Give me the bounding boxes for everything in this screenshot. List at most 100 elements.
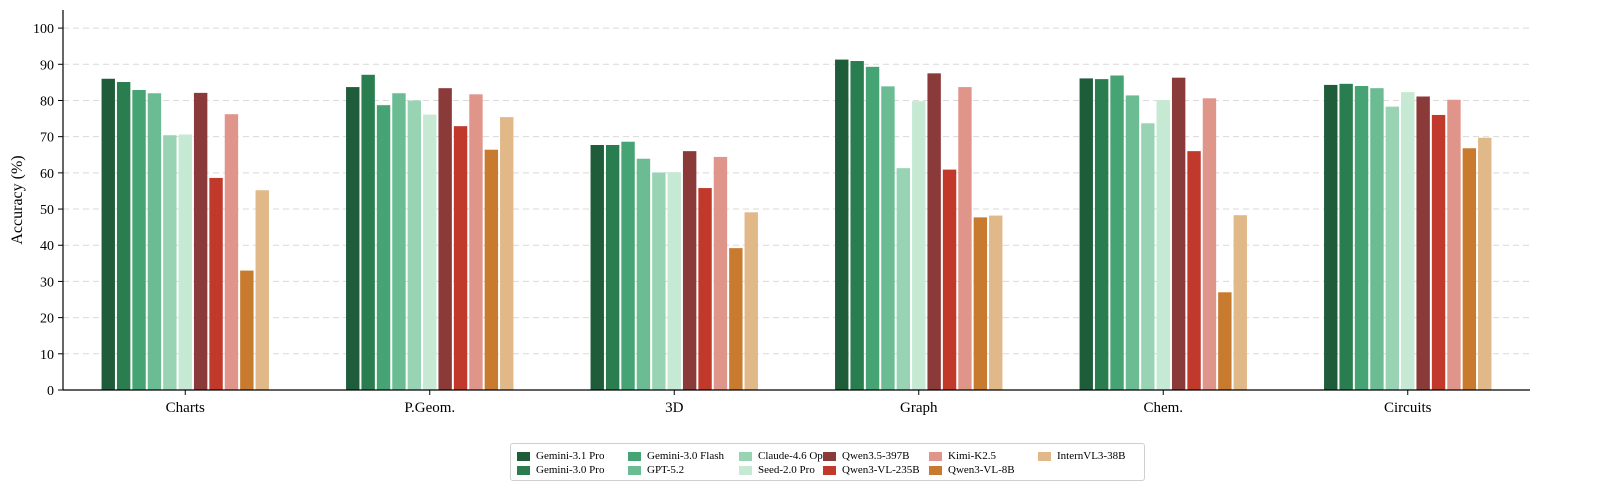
bar-p-geom--4	[407, 100, 422, 390]
legend-item: Kimi-K2.5	[929, 449, 996, 463]
y-tick-label: 50	[40, 203, 54, 218]
bar-chem--6	[1171, 77, 1186, 390]
legend-swatch	[628, 451, 641, 461]
legend-label: Seed-2.0 Pro	[758, 464, 815, 476]
legend-item: Gemini-3.0 Pro	[517, 463, 604, 477]
bars	[101, 59, 1492, 391]
bar-circuits-7	[1431, 114, 1446, 390]
bar-3d-10	[744, 212, 758, 390]
legend-label: GPT-5.2	[647, 464, 685, 476]
grid-lines	[63, 27, 1530, 355]
bar-chem--9	[1218, 292, 1232, 390]
bar-3d-4	[652, 172, 666, 390]
bar-p-geom--6	[438, 88, 452, 391]
bar-p-geom--7	[453, 126, 468, 391]
y-tick-label: 0	[47, 384, 54, 399]
bar-chem--2	[1110, 75, 1124, 390]
bar-3d-3	[636, 158, 651, 390]
bar-3d-1	[605, 144, 620, 390]
bar-graph-1	[850, 61, 864, 391]
bar-graph-7	[942, 169, 957, 390]
bar-p-geom--10	[500, 117, 514, 390]
legend-swatch	[929, 465, 942, 475]
legend-swatch	[823, 451, 836, 461]
bar-charts-9	[240, 270, 254, 390]
legend-label: Gemini-3.0 Pro	[536, 464, 605, 476]
bar-chem--1	[1094, 79, 1109, 390]
x-tick-label: Circuits	[1384, 400, 1432, 416]
bar-chem--0	[1079, 78, 1093, 391]
bar-circuits-1	[1339, 83, 1353, 390]
bar-graph-9	[973, 217, 988, 390]
bar-graph-0	[835, 59, 849, 390]
bar-charts-10	[255, 190, 269, 390]
legend-item: Seed-2.0 Pro	[739, 463, 815, 477]
y-tick-label: 20	[40, 312, 54, 327]
y-tick-label: 80	[40, 94, 54, 109]
bar-3d-0	[590, 144, 604, 390]
y-tick-label: 10	[40, 348, 54, 363]
bar-chart: 0 10 20 30 40 50 60 70 80 90 100 Charts P.Geom. 3D Gra…	[9, 10, 1530, 416]
bar-circuits-0	[1324, 84, 1338, 391]
bar-3d-5	[667, 172, 681, 390]
bar-chem--5	[1156, 100, 1170, 390]
legend-label: Qwen3-VL-8B	[948, 464, 1015, 476]
bar-charts-7	[209, 177, 223, 390]
bar-circuits-3	[1370, 88, 1384, 391]
legend-item: Claude-4.6 Opus	[739, 449, 833, 463]
bar-graph-3	[881, 86, 895, 390]
legend-label: Gemini-3.0 Flash	[647, 450, 724, 462]
bar-3d-8	[713, 156, 728, 390]
legend-label: InternVL3-38B	[1057, 450, 1126, 462]
legend: Gemini-3.1 Pro Gemini-3.0 Pro Gemini-3.0 F…	[510, 443, 1145, 481]
legend-label: Kimi-K2.5	[948, 450, 996, 462]
bar-charts-8	[224, 114, 239, 390]
legend-item: InternVL3-38B	[1038, 449, 1125, 463]
bar-3d-7	[698, 188, 712, 390]
bar-chem--7	[1187, 151, 1201, 390]
legend-swatch	[1038, 451, 1051, 461]
bar-circuits-5	[1401, 92, 1415, 391]
bar-charts-1	[116, 82, 131, 391]
bar-graph-8	[958, 87, 972, 390]
legend-label: Qwen3-VL-235B	[842, 464, 920, 476]
bar-charts-6	[193, 92, 208, 390]
y-tick-label: 90	[40, 58, 54, 73]
bar-chem--4	[1141, 123, 1155, 391]
bar-charts-4	[163, 135, 177, 390]
y-tick-label: 70	[40, 131, 54, 146]
bar-graph-4	[896, 168, 911, 390]
bar-circuits-8	[1447, 99, 1461, 390]
axes	[58, 10, 1530, 395]
legend-item: Qwen3-VL-235B	[823, 463, 920, 477]
bar-graph-10	[989, 215, 1003, 390]
bar-p-geom--8	[469, 94, 483, 391]
legend-item: Qwen3-VL-8B	[929, 463, 1015, 477]
x-tick-label: Chem.	[1143, 400, 1183, 416]
legend-swatch	[823, 465, 836, 475]
axis-labels: 0 10 20 30 40 50 60 70 80 90 100 Charts P.Geom. 3D Gra…	[33, 22, 1432, 416]
bar-circuits-4	[1385, 106, 1400, 390]
legend-item: Qwen3.5-397B	[823, 449, 910, 463]
legend-label: Gemini-3.1 Pro	[536, 450, 605, 462]
y-tick-label: 30	[40, 275, 54, 290]
bar-p-geom--3	[392, 93, 406, 390]
bar-p-geom--1	[361, 74, 375, 391]
x-tick-label: Graph	[900, 400, 938, 416]
bar-circuits-9	[1462, 148, 1477, 390]
bar-graph-2	[865, 66, 880, 391]
legend-label: Claude-4.6 Opus	[758, 450, 833, 462]
bar-chem--8	[1202, 98, 1217, 391]
y-tick-label: 100	[33, 22, 54, 37]
legend-swatch	[739, 451, 752, 461]
legend-swatch	[517, 465, 530, 475]
bar-charts-5	[178, 134, 192, 390]
bar-circuits-6	[1416, 96, 1430, 390]
bar-circuits-2	[1354, 86, 1369, 390]
bar-p-geom--5	[423, 114, 437, 390]
bar-3d-2	[621, 141, 635, 390]
x-tick-label: P.Geom.	[404, 400, 455, 416]
x-tick-label: 3D	[665, 400, 684, 416]
legend-swatch	[739, 465, 752, 475]
